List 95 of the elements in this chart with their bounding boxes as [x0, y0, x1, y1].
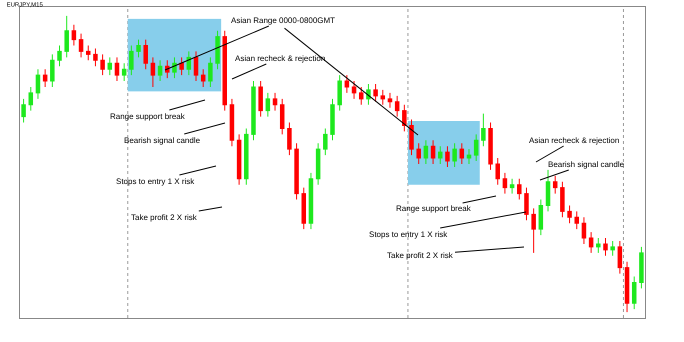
candlestick [200, 68, 206, 88]
candlestick [438, 146, 443, 164]
candlestick [588, 232, 594, 254]
candlestick [474, 134, 478, 162]
candlestick [86, 45, 91, 61]
candlestick [460, 142, 464, 164]
candlestick [93, 48, 98, 67]
candlestick [122, 62, 126, 82]
candlestick [624, 261, 630, 313]
candlestick [42, 68, 48, 88]
candlestick [358, 86, 364, 106]
candlestick [416, 142, 421, 164]
candlestick [158, 60, 162, 82]
candlestick [136, 39, 141, 58]
candlestick [424, 140, 428, 164]
candlestick [266, 92, 270, 118]
candlestick [194, 50, 198, 82]
annotation: Range support break [396, 204, 472, 213]
candlestick [445, 146, 450, 168]
candlestick [251, 80, 256, 141]
annotation: Take profit 2 X risk [387, 251, 454, 260]
candlestick [632, 276, 636, 310]
candlestick [510, 178, 514, 194]
candlestick [100, 54, 105, 76]
candlestick [108, 56, 112, 76]
candlestick [72, 24, 76, 46]
candlestick [330, 98, 335, 141]
candlestick [402, 104, 407, 132]
candlestick [280, 98, 284, 135]
candlestick [618, 240, 622, 274]
candlestick [308, 172, 314, 230]
candlestick [366, 84, 371, 106]
candlestick [466, 148, 472, 164]
candlestick [272, 92, 278, 112]
candlestick [352, 80, 356, 100]
candlestick [36, 68, 40, 100]
candlestick [50, 54, 55, 88]
candlestick [373, 84, 378, 102]
candlestick [21, 98, 26, 124]
candlestick [215, 30, 220, 70]
candlestick [129, 45, 134, 76]
annotation: Bearish signal candle [124, 136, 201, 145]
candlestick [236, 134, 242, 186]
candlestick [337, 74, 342, 112]
annotation: Bearish signal candle [548, 160, 625, 169]
candlestick [302, 187, 306, 230]
candlestick [294, 142, 299, 200]
candlestick [222, 30, 227, 112]
candlestick [344, 74, 350, 94]
candlestick [517, 178, 522, 200]
candlestick [639, 246, 644, 289]
candlestick [230, 98, 234, 147]
candlestick [452, 142, 457, 168]
candlestick [114, 56, 120, 82]
candlestick [388, 92, 392, 108]
candlestick [596, 238, 601, 254]
candlestick [78, 33, 84, 58]
annotation: Asian recheck & rejection [529, 136, 620, 145]
candlestick [567, 204, 572, 224]
candlestick [186, 50, 192, 76]
annotation: Stops to entry 1 X risk [369, 230, 448, 239]
candlestick [150, 56, 156, 88]
candlestick [552, 175, 558, 194]
candlestick [287, 122, 292, 156]
candlestick [57, 45, 62, 67]
candlestick [531, 208, 536, 254]
candlestick [244, 128, 249, 186]
candlestick [409, 119, 414, 156]
candlestick [502, 172, 508, 194]
candlestick [603, 238, 608, 256]
candlestick [538, 199, 544, 236]
candlestick [208, 56, 213, 88]
candlestick [524, 187, 529, 221]
candlestick [560, 181, 565, 218]
annotation: Stops to entry 1 X risk [116, 177, 196, 186]
annotation: Asian Range 0000-0800GMT [231, 16, 336, 25]
candlestick [495, 158, 500, 186]
candlestick [179, 56, 184, 76]
candlestick [481, 113, 486, 147]
candlestick [258, 80, 263, 118]
candlestick [610, 240, 615, 256]
candlestick [323, 128, 328, 156]
candlestick [316, 142, 320, 186]
candlestick [380, 89, 386, 106]
candlestick [574, 210, 580, 230]
candlestick [488, 122, 493, 170]
candlestick [546, 169, 550, 212]
candlestick [28, 86, 34, 112]
annotation: Range support break [110, 112, 186, 121]
candlestick [143, 39, 148, 70]
candlestick [64, 15, 69, 58]
candlestick [430, 140, 436, 164]
candlestick [394, 95, 400, 118]
annotation: Take profit 2 X risk [131, 213, 198, 222]
candlestick [582, 216, 586, 244]
